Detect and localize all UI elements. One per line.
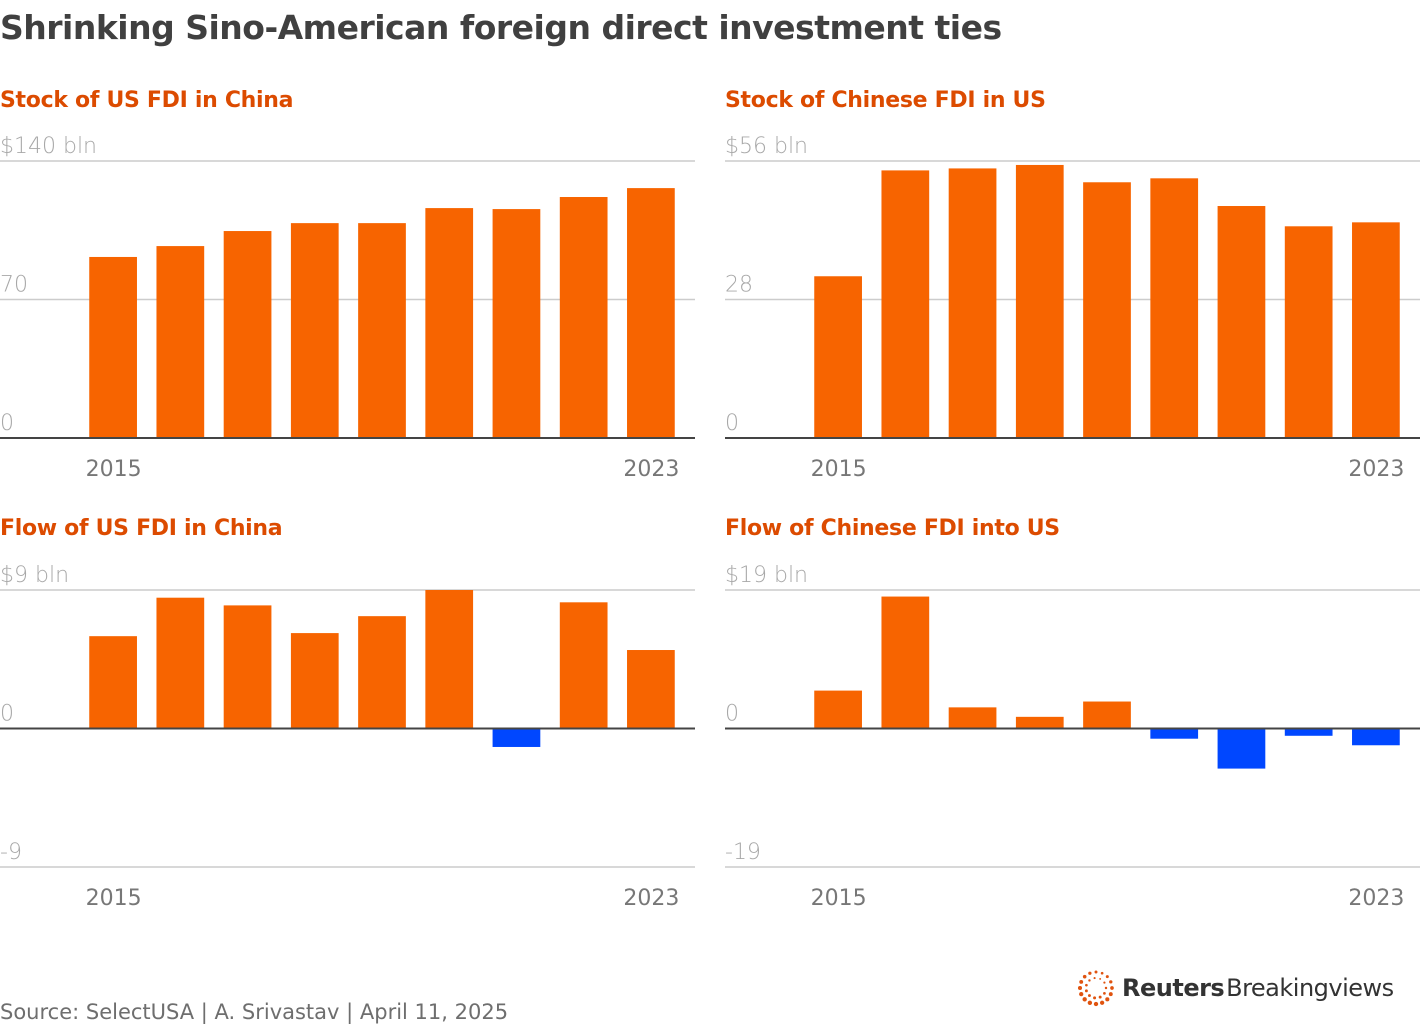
bar-2019 bbox=[1083, 182, 1131, 438]
bar-2019 bbox=[358, 616, 406, 729]
bar-2023 bbox=[627, 188, 675, 438]
bar-2020 bbox=[1150, 728, 1199, 739]
bar-2021 bbox=[492, 728, 541, 747]
y-tick-label: $19 bln bbox=[725, 563, 808, 588]
bar-2018 bbox=[1015, 164, 1064, 438]
y-tick-label: -9 bbox=[0, 840, 22, 865]
chart-us-flow-in-china: -9 0 $9 bln 2015 2023 bbox=[0, 563, 695, 911]
chart-us-stock-in-china: 0 70 $140 bln 2015 2023 bbox=[0, 134, 695, 482]
chart-china-stock-in-us: 0 28 $56 bln 2015 2023 bbox=[725, 134, 1420, 482]
bar-2017 bbox=[948, 707, 997, 729]
bar-2015 bbox=[89, 636, 137, 729]
reuters-breakingviews-logo: Reuters Breakingviews bbox=[1076, 968, 1394, 1008]
bar-2021 bbox=[492, 209, 541, 438]
bar-2023 bbox=[627, 650, 675, 729]
x-tick-label: 2015 bbox=[811, 886, 867, 911]
x-tick-label: 2015 bbox=[86, 457, 142, 482]
y-tick-label: 70 bbox=[0, 273, 28, 298]
x-tick-label: 2015 bbox=[811, 457, 867, 482]
logo-bold-text: Reuters bbox=[1122, 974, 1225, 1002]
bar-2015 bbox=[814, 276, 862, 438]
y-tick-label: 0 bbox=[725, 702, 739, 727]
bar-2023 bbox=[1352, 222, 1400, 438]
bar-2016 bbox=[881, 596, 930, 729]
bar-2018 bbox=[1015, 716, 1064, 729]
panel-title-china-flow: Flow of Chinese FDI into US bbox=[725, 516, 1060, 541]
bar-2020 bbox=[425, 590, 474, 729]
bar-2016 bbox=[156, 597, 205, 729]
bar-2015 bbox=[814, 690, 862, 729]
bar-2016 bbox=[881, 170, 930, 439]
y-tick-label: 0 bbox=[0, 702, 14, 727]
bar-2017 bbox=[948, 168, 997, 438]
panel-title-us-flow: Flow of US FDI in China bbox=[0, 516, 283, 541]
y-tick-label: 0 bbox=[725, 411, 739, 436]
chart-china-flow-into-us: -19 0 $19 bln 2015 2023 bbox=[725, 563, 1420, 911]
bar-2022 bbox=[1284, 728, 1333, 736]
x-tick-label: 2023 bbox=[1348, 457, 1404, 482]
y-tick-label: 0 bbox=[0, 411, 14, 436]
panel-title-us-stock: Stock of US FDI in China bbox=[0, 88, 294, 113]
bar-2022 bbox=[559, 602, 608, 729]
y-tick-label: $56 bln bbox=[725, 134, 808, 159]
x-tick-label: 2023 bbox=[623, 886, 679, 911]
bar-2018 bbox=[290, 633, 339, 729]
y-tick-label: $140 bln bbox=[0, 134, 97, 159]
bar-2016 bbox=[156, 246, 205, 438]
bar-2015 bbox=[89, 256, 137, 438]
x-tick-label: 2023 bbox=[623, 457, 679, 482]
logo-light-text: Breakingviews bbox=[1226, 974, 1394, 1002]
panel-title-china-stock: Stock of Chinese FDI in US bbox=[725, 88, 1046, 113]
reuters-dots-icon bbox=[1077, 970, 1114, 1007]
bar-2021 bbox=[1217, 206, 1266, 438]
x-tick-label: 2023 bbox=[1348, 886, 1404, 911]
source-note: Source: SelectUSA | A. Srivastav | April… bbox=[0, 1000, 509, 1024]
bar-2020 bbox=[1150, 178, 1199, 438]
bar-2023 bbox=[1352, 728, 1400, 746]
bar-2019 bbox=[1083, 701, 1131, 729]
bar-2022 bbox=[559, 197, 608, 438]
bar-2022 bbox=[1284, 226, 1333, 438]
bar-2017 bbox=[223, 605, 272, 729]
y-tick-label: $9 bln bbox=[0, 563, 69, 588]
bar-2018 bbox=[290, 223, 339, 438]
bar-2021 bbox=[1217, 728, 1266, 769]
bar-2020 bbox=[425, 208, 474, 438]
y-tick-label: -19 bbox=[725, 840, 761, 865]
y-tick-label: 28 bbox=[725, 273, 753, 298]
logo-text: Reuters Breakingviews bbox=[1122, 974, 1394, 1002]
bar-2017 bbox=[223, 231, 272, 438]
bar-2019 bbox=[358, 223, 406, 438]
page-title: Shrinking Sino-American foreign direct i… bbox=[0, 8, 1002, 47]
x-tick-label: 2015 bbox=[86, 886, 142, 911]
